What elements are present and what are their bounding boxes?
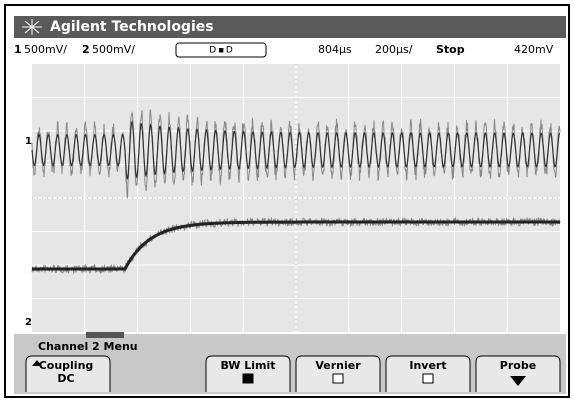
trigger-mode: D ▪ D bbox=[209, 46, 233, 56]
ch2-label: 2 bbox=[82, 43, 90, 56]
softkey[interactable]: Vernier bbox=[296, 356, 380, 392]
softkey[interactable]: BW Limit bbox=[206, 356, 290, 392]
scope-screen: Agilent Technologies 1 500mV/ 2 500mV/ D… bbox=[0, 0, 574, 402]
softkey-label[interactable]: Vernier bbox=[315, 359, 361, 372]
softkey-label[interactable]: Invert bbox=[409, 359, 446, 372]
softkey[interactable]: Invert bbox=[386, 356, 470, 392]
run-state: Stop bbox=[436, 43, 465, 56]
softkey-label[interactable]: Coupling bbox=[39, 359, 94, 372]
checkbox[interactable] bbox=[333, 374, 343, 383]
softkey-label[interactable]: BW Limit bbox=[220, 359, 275, 372]
page: Agilent Technologies 1 500mV/ 2 500mV/ D… bbox=[0, 0, 574, 402]
ch2-marker: 2 bbox=[25, 317, 32, 328]
softkey-value[interactable]: DC bbox=[57, 372, 74, 385]
ch1-scale: 500mV/ bbox=[24, 43, 67, 56]
logo bbox=[22, 19, 42, 35]
time-scale: 200µs/ bbox=[375, 43, 413, 56]
ch1-label: 1 bbox=[14, 43, 22, 56]
menu-title: Channel 2 Menu bbox=[38, 340, 138, 353]
time-delay: 804µs bbox=[318, 43, 352, 56]
checkbox[interactable] bbox=[243, 374, 253, 383]
ch2-scale: 500mV/ bbox=[92, 43, 135, 56]
softkey[interactable]: Coupling DC bbox=[26, 356, 110, 392]
softkey-label[interactable]: Probe bbox=[500, 359, 536, 372]
header-title: Agilent Technologies bbox=[50, 19, 214, 35]
trigger-level: 420mV bbox=[514, 43, 554, 56]
menu-indicator bbox=[86, 332, 124, 338]
ch1-marker: 1 bbox=[25, 136, 32, 147]
checkbox[interactable] bbox=[423, 374, 433, 383]
softkey[interactable]: Probe bbox=[476, 356, 560, 392]
